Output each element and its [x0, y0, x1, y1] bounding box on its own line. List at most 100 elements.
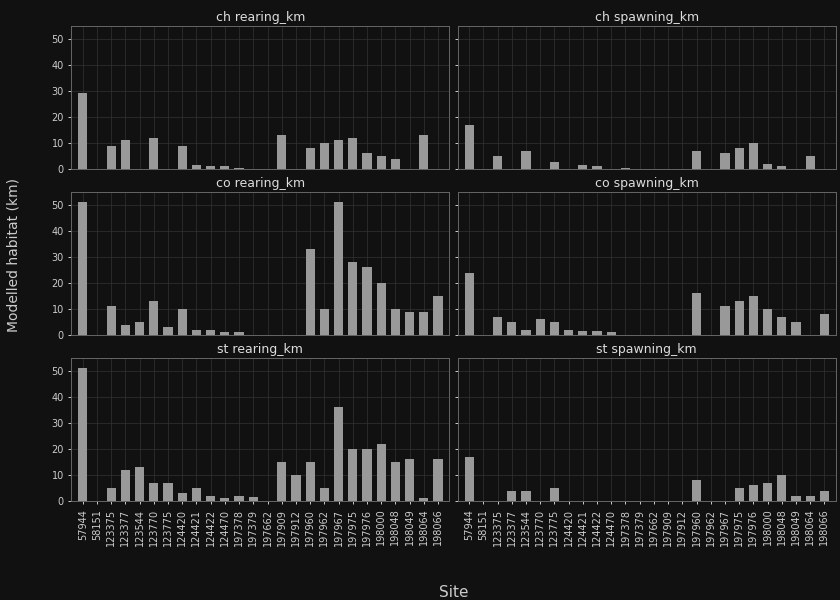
Bar — [419, 311, 428, 335]
Bar — [107, 488, 116, 501]
Bar — [734, 488, 743, 501]
Text: Modelled habitat (km): Modelled habitat (km) — [7, 178, 20, 332]
Bar — [249, 497, 258, 501]
Bar — [522, 151, 531, 169]
Bar — [121, 140, 130, 169]
Bar — [391, 462, 400, 501]
Bar — [164, 327, 173, 335]
Text: st spawning_km: st spawning_km — [596, 343, 697, 356]
Bar — [192, 330, 201, 335]
Text: Site: Site — [438, 586, 469, 600]
Bar — [334, 202, 344, 335]
Bar — [550, 322, 559, 335]
Bar — [391, 309, 400, 335]
Bar — [550, 488, 559, 501]
Bar — [777, 166, 786, 169]
Bar — [692, 293, 701, 335]
Bar — [164, 483, 173, 501]
Bar — [419, 135, 428, 169]
Bar — [820, 314, 829, 335]
Bar — [306, 249, 315, 335]
Bar — [405, 311, 414, 335]
Bar — [721, 154, 730, 169]
Bar — [465, 125, 474, 169]
Bar — [763, 309, 772, 335]
Bar — [220, 166, 229, 169]
Bar — [692, 151, 701, 169]
Text: co rearing_km: co rearing_km — [216, 177, 305, 190]
Bar — [606, 332, 616, 335]
Bar — [177, 146, 186, 169]
Bar — [578, 165, 587, 169]
Bar — [536, 319, 545, 335]
Bar — [777, 475, 786, 501]
Bar — [465, 457, 474, 501]
Bar — [362, 449, 371, 501]
Bar — [192, 165, 201, 169]
Bar — [107, 146, 116, 169]
Bar — [348, 138, 357, 169]
Bar — [320, 143, 329, 169]
Bar — [135, 322, 144, 335]
Bar — [150, 483, 159, 501]
Bar — [791, 322, 801, 335]
Bar — [550, 163, 559, 169]
Text: ch spawning_km: ch spawning_km — [595, 11, 699, 24]
Bar — [721, 307, 730, 335]
Bar — [592, 331, 601, 335]
Bar — [150, 138, 159, 169]
Bar — [177, 493, 186, 501]
Bar — [748, 296, 758, 335]
Bar — [592, 166, 601, 169]
Bar — [433, 460, 443, 501]
Bar — [791, 496, 801, 501]
Bar — [734, 301, 743, 335]
Bar — [306, 462, 315, 501]
Bar — [177, 309, 186, 335]
Bar — [820, 491, 829, 501]
Bar — [277, 135, 286, 169]
Text: st rearing_km: st rearing_km — [218, 343, 303, 356]
Bar — [376, 283, 386, 335]
Bar — [578, 331, 587, 335]
Text: co spawning_km: co spawning_km — [595, 177, 699, 190]
Bar — [777, 317, 786, 335]
Bar — [433, 296, 443, 335]
Bar — [806, 496, 815, 501]
Bar — [564, 330, 573, 335]
Bar — [291, 475, 301, 501]
Bar — [376, 444, 386, 501]
Bar — [234, 332, 244, 335]
Bar — [234, 496, 244, 501]
Bar — [206, 330, 215, 335]
Bar — [348, 449, 357, 501]
Bar — [493, 156, 502, 169]
Bar — [522, 491, 531, 501]
Bar — [806, 156, 815, 169]
Bar — [405, 460, 414, 501]
Bar — [507, 322, 517, 335]
Bar — [692, 480, 701, 501]
Bar — [507, 491, 517, 501]
Bar — [121, 470, 130, 501]
Bar — [334, 407, 344, 501]
Bar — [135, 467, 144, 501]
Bar — [376, 156, 386, 169]
Bar — [277, 462, 286, 501]
Bar — [192, 488, 201, 501]
Bar — [206, 496, 215, 501]
Bar — [107, 307, 116, 335]
Bar — [391, 158, 400, 169]
Bar — [362, 268, 371, 335]
Bar — [121, 325, 130, 335]
Bar — [234, 167, 244, 169]
Bar — [78, 202, 87, 335]
Bar — [220, 332, 229, 335]
Bar — [734, 148, 743, 169]
Bar — [306, 148, 315, 169]
Bar — [419, 499, 428, 501]
Bar — [763, 164, 772, 169]
Bar — [362, 154, 371, 169]
Bar — [748, 485, 758, 501]
Bar — [320, 488, 329, 501]
